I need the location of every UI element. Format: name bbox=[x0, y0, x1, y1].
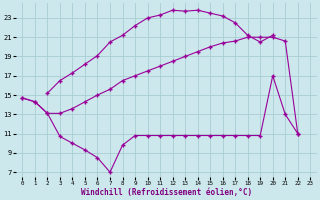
X-axis label: Windchill (Refroidissement éolien,°C): Windchill (Refroidissement éolien,°C) bbox=[81, 188, 252, 197]
